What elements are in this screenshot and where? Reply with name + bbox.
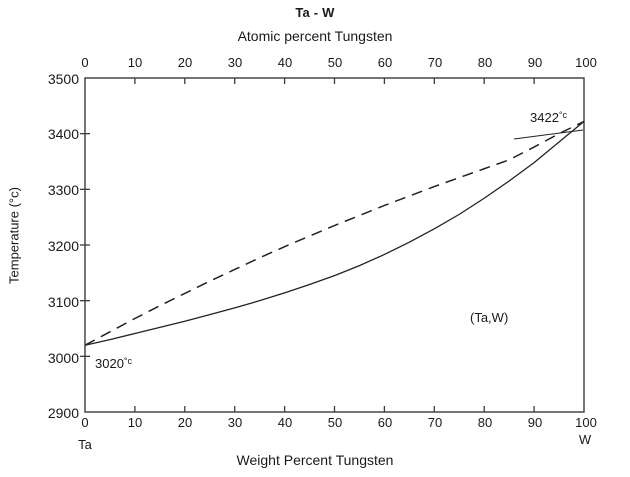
y-tick-label-2900: 2900 (47, 405, 79, 421)
annotation-ta-value: 3020 (95, 356, 124, 371)
annotation-ta-degree: °c (123, 356, 133, 367)
bottom-tick-label-80: 80 (477, 415, 493, 430)
endpoint-label-w: W (578, 432, 592, 447)
y-tick-label-3400: 3400 (47, 126, 79, 142)
bottom-tick-label-60: 60 (377, 415, 393, 430)
top-tick-label-40: 40 (277, 55, 293, 70)
top-tick-label-90: 90 (527, 55, 543, 70)
top-tick-label-70: 70 (427, 55, 443, 70)
bottom-tick-label-20: 20 (177, 415, 193, 430)
bottom-tick-label-70: 70 (427, 415, 443, 430)
bottom-tick-label-40: 40 (277, 415, 293, 430)
annotation-phase-region: (Ta,W) (470, 310, 509, 325)
top-tick-label-50: 50 (327, 55, 343, 70)
top-tick-label-0: 0 (81, 55, 89, 70)
bottom-tick-label-100: 100 (575, 415, 597, 430)
bottom-tick-label-90: 90 (527, 415, 543, 430)
y-tick-label-3000: 3000 (47, 350, 79, 366)
y-tick-label-3300: 3300 (47, 182, 79, 198)
bottom-tick-label-10: 10 (127, 415, 143, 430)
top-tick-label-10: 10 (127, 55, 143, 70)
top-axis-ticks (134, 78, 535, 84)
bottom-tick-label-0: 0 (81, 415, 89, 430)
annotation-melting-point-w: 3422°c (530, 110, 567, 125)
top-tick-label-30: 30 (227, 55, 243, 70)
top-tick-label-20: 20 (177, 55, 193, 70)
y-tick-label-3100: 3100 (47, 294, 79, 310)
top-axis-title: Atomic percent Tungsten (237, 28, 393, 44)
solidus-curve (84, 120, 585, 346)
left-axis-ticks (80, 133, 90, 357)
chart-title: Ta - W (295, 5, 335, 20)
annotation-w-degree: °c (558, 110, 568, 121)
annotation-leader-line (513, 129, 584, 140)
annotation-w-value: 3422 (530, 110, 559, 125)
x-axis-title: Weight Percent Tungsten (236, 452, 394, 468)
annotation-melting-point-ta: 3020°c (95, 356, 132, 371)
bottom-tick-label-30: 30 (227, 415, 243, 430)
liquidus-curve (84, 120, 585, 346)
bottom-axis-ticks (134, 406, 535, 412)
y-tick-label-3200: 3200 (47, 238, 79, 254)
top-tick-label-80: 80 (477, 55, 493, 70)
endpoint-label-ta: Ta (78, 437, 92, 452)
y-tick-label-3500: 3500 (47, 71, 79, 87)
top-tick-label-100: 100 (575, 55, 597, 70)
axes-frame (84, 77, 585, 413)
top-tick-label-60: 60 (377, 55, 393, 70)
bottom-tick-label-50: 50 (327, 415, 343, 430)
